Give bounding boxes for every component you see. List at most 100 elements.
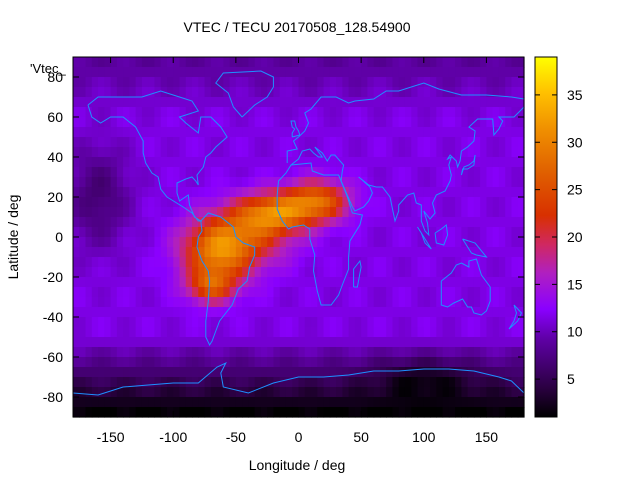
heatmap-cell (273, 207, 281, 218)
heatmap-cell (517, 207, 525, 218)
heatmap-cell (217, 107, 224, 118)
heatmap-cell (361, 97, 368, 108)
heatmap-cell (505, 207, 513, 218)
heatmap-cell (229, 117, 237, 128)
heatmap-cell (73, 327, 80, 338)
heatmap-cell (73, 217, 80, 228)
heatmap-cell (329, 137, 337, 148)
heatmap-cell (492, 117, 500, 128)
heatmap-cell (185, 297, 193, 308)
heatmap-cell (148, 377, 156, 388)
heatmap-cell (210, 87, 218, 98)
heatmap-cell (135, 217, 143, 228)
heatmap-cell (505, 137, 513, 148)
coast-new-guinea (462, 238, 488, 258)
heatmap-cell (473, 67, 481, 78)
heatmap-cell (430, 287, 437, 298)
heatmap-cell (179, 77, 187, 88)
heatmap-cell (292, 237, 300, 248)
heatmap-cell (185, 377, 193, 388)
heatmap-cell (354, 177, 362, 188)
heatmap-cell (73, 187, 80, 198)
heatmap-cell (192, 87, 199, 98)
heatmap-cell (329, 67, 337, 78)
heatmap-cell (285, 137, 293, 148)
heatmap-cell (141, 147, 149, 158)
heatmap-cell (166, 367, 174, 378)
heatmap-cell (267, 77, 275, 88)
heatmap-cell (154, 337, 162, 348)
heatmap-cell (417, 377, 425, 388)
heatmap-cell (361, 117, 368, 128)
heatmap-cell (423, 97, 431, 108)
heatmap-cell (242, 177, 249, 188)
heatmap-cell (273, 237, 281, 248)
heatmap-cell (430, 107, 437, 118)
heatmap-cell (329, 97, 337, 108)
heatmap-cell (242, 157, 249, 168)
heatmap-cell (486, 137, 494, 148)
heatmap-cell (73, 147, 80, 158)
heatmap-cell (467, 377, 475, 388)
heatmap-cell (204, 137, 212, 148)
heatmap-cell (85, 377, 93, 388)
heatmap-cell (442, 367, 450, 378)
heatmap-cell (498, 167, 506, 178)
heatmap-cell (166, 67, 174, 78)
heatmap-cell (511, 237, 519, 248)
heatmap-cell (254, 227, 262, 238)
heatmap-cell (185, 207, 193, 218)
heatmap-cell (104, 157, 112, 168)
heatmap-cell (317, 157, 325, 168)
heatmap-cell (354, 377, 362, 388)
heatmap-cell (273, 187, 281, 198)
heatmap-cell (398, 237, 406, 248)
heatmap-cell (336, 107, 343, 118)
heatmap-cell (392, 187, 400, 198)
heatmap-cell (511, 307, 519, 318)
heatmap-cell (204, 107, 212, 118)
heatmap-cell (511, 377, 519, 388)
heatmap-cell (473, 247, 481, 258)
heatmap-cell (430, 187, 437, 198)
heatmap-cell (292, 177, 300, 188)
heatmap-cell (505, 307, 513, 318)
heatmap-cell (192, 367, 199, 378)
heatmap-cell (104, 197, 112, 208)
heatmap-cell (267, 167, 275, 178)
heatmap-cell (135, 387, 143, 398)
heatmap-cell (141, 227, 149, 238)
coast-europe-asia (286, 82, 525, 163)
heatmap-cell (473, 357, 481, 368)
heatmap-cell (192, 257, 199, 268)
heatmap-cell (354, 267, 362, 278)
heatmap-cell (104, 327, 112, 338)
heatmap-cell (304, 227, 312, 238)
heatmap-cell (154, 377, 162, 388)
heatmap-cell (173, 407, 181, 418)
heatmap-cell (116, 57, 124, 68)
heatmap-cell (229, 77, 237, 88)
heatmap-cell (486, 187, 494, 198)
heatmap-cell (448, 67, 456, 78)
heatmap-cell (98, 87, 105, 98)
heatmap-cell (505, 57, 513, 68)
heatmap-cell (154, 97, 162, 108)
heatmap-cell (379, 367, 387, 378)
heatmap-cell (198, 197, 206, 208)
heatmap-cell (192, 187, 199, 198)
heatmap-cell (354, 237, 362, 248)
heatmap-cell (467, 137, 475, 148)
heatmap-cell (254, 397, 262, 408)
heatmap-cell (254, 317, 262, 328)
heatmap-cell (417, 197, 425, 208)
heatmap-cell (361, 147, 368, 158)
heatmap-cell (204, 397, 212, 408)
heatmap-cell (486, 67, 494, 78)
heatmap-cell (148, 57, 156, 68)
heatmap-cell (229, 267, 237, 278)
heatmap-cell (511, 187, 519, 198)
heatmap-cell (248, 227, 256, 238)
y-tick-label: -80 (43, 389, 63, 405)
